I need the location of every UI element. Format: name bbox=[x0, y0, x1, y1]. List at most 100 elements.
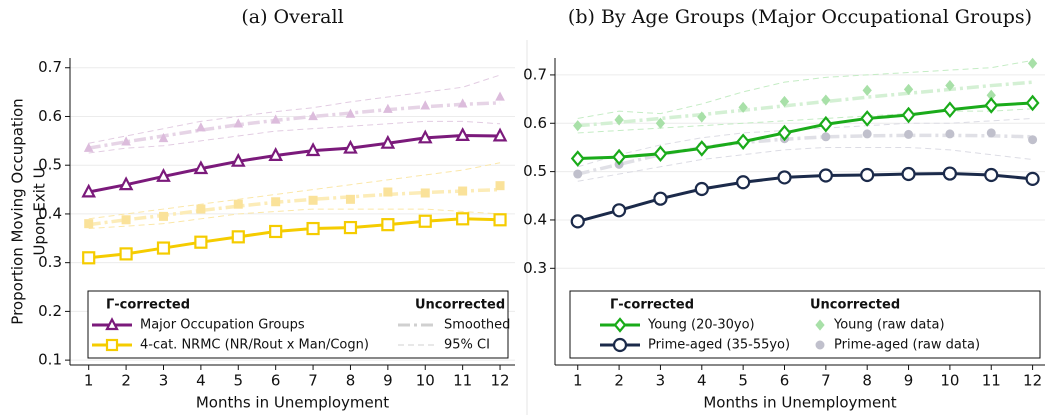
marker bbox=[777, 124, 792, 142]
marker bbox=[815, 340, 825, 350]
marker bbox=[862, 84, 872, 96]
marker bbox=[818, 168, 833, 183]
marker bbox=[738, 101, 748, 113]
marker bbox=[653, 191, 668, 206]
marker bbox=[570, 214, 585, 229]
marker bbox=[268, 147, 283, 161]
marker bbox=[903, 83, 914, 96]
chart-title: (a) Overall bbox=[241, 6, 343, 28]
legend-header: Γ-corrected bbox=[106, 298, 190, 313]
marker bbox=[383, 187, 393, 197]
marker bbox=[612, 337, 628, 353]
ci-line bbox=[577, 146, 1033, 182]
legend-label: Young (raw data) bbox=[833, 318, 945, 333]
legend-header: Uncorrected bbox=[810, 298, 900, 313]
marker bbox=[1025, 171, 1040, 186]
marker bbox=[777, 170, 792, 185]
legend-label: 4-cat. NRMC (NR/Rout x Man/Cogn) bbox=[140, 338, 369, 353]
smoothed-line bbox=[577, 133, 1033, 176]
smoothed-line bbox=[88, 187, 501, 227]
marker bbox=[860, 110, 875, 127]
solid-line bbox=[88, 133, 501, 194]
marker bbox=[493, 213, 507, 227]
marker bbox=[196, 204, 206, 214]
marker bbox=[420, 100, 431, 110]
marker bbox=[455, 127, 470, 141]
x-tick-label: 10 bbox=[416, 372, 435, 390]
marker bbox=[233, 118, 244, 128]
marker bbox=[984, 167, 999, 183]
marker bbox=[611, 203, 627, 218]
x-tick-label: 12 bbox=[1023, 372, 1042, 390]
marker bbox=[1025, 94, 1040, 112]
marker bbox=[156, 241, 171, 255]
x-tick-label: 6 bbox=[780, 372, 790, 390]
marker bbox=[82, 251, 96, 265]
marker bbox=[269, 224, 283, 239]
ci-line bbox=[88, 208, 501, 230]
x-tick-label: 7 bbox=[821, 372, 831, 390]
marker bbox=[901, 166, 916, 182]
legend-label: Prime-aged (raw data) bbox=[834, 338, 980, 353]
y-tick-label: 0.7 bbox=[38, 58, 62, 76]
marker bbox=[81, 183, 97, 198]
marker bbox=[193, 160, 209, 175]
marker bbox=[901, 106, 916, 124]
marker bbox=[697, 111, 707, 123]
marker bbox=[815, 319, 825, 331]
x-tick-label: 4 bbox=[196, 372, 206, 390]
x-axis-label: Months in Unemployment bbox=[703, 394, 896, 412]
marker bbox=[1027, 57, 1038, 69]
ci-line bbox=[88, 74, 501, 144]
marker bbox=[495, 91, 505, 101]
marker bbox=[308, 195, 318, 205]
legend-header: Γ-corrected bbox=[610, 298, 694, 313]
marker bbox=[612, 148, 627, 166]
marker bbox=[904, 129, 914, 139]
marker bbox=[418, 214, 432, 228]
solid-line bbox=[577, 101, 1033, 161]
marker bbox=[694, 140, 709, 157]
marker bbox=[945, 79, 955, 92]
y-tick-label: 0.3 bbox=[523, 259, 547, 277]
ci-line bbox=[88, 120, 501, 154]
legend-label: Major Occupation Groups bbox=[140, 318, 305, 333]
y-axis-label: Proportion Moving Occupation bbox=[9, 98, 27, 324]
y-tick-label: 0.6 bbox=[38, 107, 62, 125]
marker bbox=[694, 181, 709, 197]
marker bbox=[306, 221, 320, 236]
legend-label: Young (20-30yo) bbox=[647, 318, 755, 333]
x-tick-label: 5 bbox=[234, 372, 244, 390]
marker bbox=[457, 98, 468, 108]
y-tick-label: 0.1 bbox=[38, 351, 62, 369]
marker bbox=[233, 199, 243, 209]
x-tick-label: 8 bbox=[346, 372, 356, 390]
marker bbox=[862, 129, 872, 139]
solid-line bbox=[577, 172, 1033, 223]
marker bbox=[458, 186, 468, 196]
marker bbox=[271, 197, 281, 207]
x-tick-label: 8 bbox=[862, 372, 872, 390]
marker bbox=[158, 211, 168, 221]
marker bbox=[343, 220, 358, 235]
marker bbox=[343, 139, 358, 154]
x-axis-label: Months in Unemployment bbox=[196, 394, 389, 412]
legend-label: Prime-aged (35-55yo) bbox=[648, 338, 790, 353]
ci-line bbox=[577, 108, 1033, 134]
y-axis-label: Upon Exit U bbox=[31, 167, 49, 255]
x-tick-label: 3 bbox=[656, 372, 666, 390]
legend-box bbox=[87, 290, 509, 359]
chart-title: (b) By Age Groups (Major Occupational Gr… bbox=[568, 6, 1032, 28]
x-tick-label: 1 bbox=[573, 372, 583, 390]
marker bbox=[420, 188, 430, 198]
marker bbox=[821, 94, 831, 106]
marker bbox=[156, 168, 171, 182]
ci-line bbox=[88, 162, 501, 220]
marker bbox=[986, 128, 996, 138]
marker bbox=[653, 145, 668, 163]
marker bbox=[818, 115, 833, 133]
marker bbox=[105, 317, 119, 331]
marker bbox=[230, 152, 246, 167]
marker bbox=[196, 122, 206, 132]
